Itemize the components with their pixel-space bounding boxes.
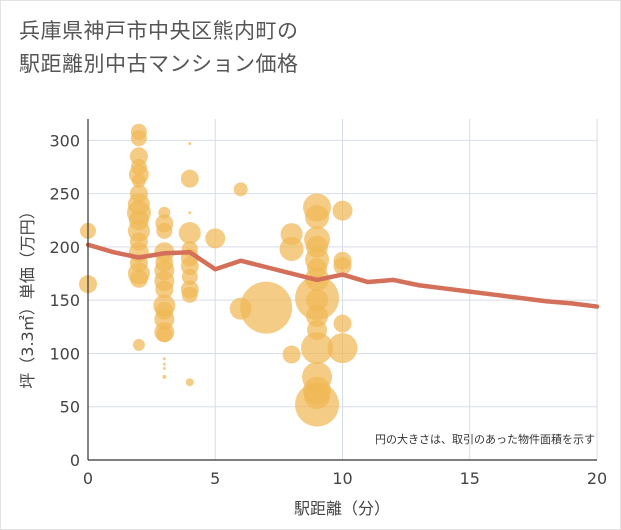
chart-title-line-2: 駅距離別中古マンション価格 (19, 52, 299, 76)
bubble-3 (130, 130, 147, 147)
x-tick-15: 15 (460, 469, 480, 488)
bubble-53 (282, 345, 301, 364)
bubble-48 (233, 182, 248, 197)
bubble-38 (188, 211, 192, 215)
bubble-73 (333, 314, 352, 333)
bubble-69 (295, 382, 340, 427)
y-tick-300: 300 (49, 131, 80, 150)
bubble-55 (305, 205, 330, 230)
bubble-50 (240, 281, 293, 334)
x-axis-label: 駅距離（分） (294, 499, 390, 518)
y-tick-100: 100 (49, 344, 80, 363)
bubble-21 (156, 222, 173, 239)
y-tick-200: 200 (49, 238, 80, 257)
bubble-series (79, 123, 358, 427)
bubble-74 (327, 333, 358, 364)
x-tick-10: 10 (332, 469, 352, 488)
bubble-47 (205, 228, 226, 249)
bubble-52 (279, 237, 304, 262)
bubble-26 (155, 280, 174, 299)
bubble-46 (185, 378, 194, 387)
bubble-45 (181, 286, 198, 303)
bubble-33 (162, 362, 166, 366)
x-tick-0: 0 (83, 469, 93, 488)
bubble-43 (181, 268, 198, 285)
bubble-31 (156, 326, 173, 343)
bubble-62 (306, 289, 329, 312)
axes (87, 119, 597, 461)
bubble-39 (178, 222, 201, 245)
y-tick-50: 50 (60, 398, 80, 417)
chart-title: 兵庫県神戸市中央区熊内町の 駅距離別中古マンション価格 (19, 15, 299, 81)
chart-title-line-1: 兵庫県神戸市中央区熊内町の (19, 19, 299, 43)
bubble-7 (131, 173, 146, 188)
bubble-36 (188, 142, 192, 146)
bubble-70 (332, 200, 353, 221)
bubble-32 (162, 357, 166, 361)
x-tick-5: 5 (210, 469, 220, 488)
y-tick-150: 150 (49, 291, 80, 310)
bubble-72 (333, 257, 352, 276)
y-tick-labels: 0 50 100 150 200 250 300 (49, 131, 80, 470)
bubble-65 (301, 332, 334, 365)
bubble-37 (180, 169, 199, 188)
x-tick-labels: 0 5 10 15 20 (83, 469, 607, 488)
y-tick-250: 250 (49, 185, 80, 204)
bubble-18 (132, 338, 145, 351)
average-price-line (85, 242, 600, 309)
bubble-17 (129, 269, 148, 288)
x-tick-20: 20 (587, 469, 607, 488)
bubble-size-note: 円の大きさは、取引のあった物件面積を示す (375, 432, 595, 446)
y-axis-label: 坪（3.3㎡）単価（万円） (18, 203, 37, 388)
bubble-63 (306, 305, 329, 328)
bubble-34 (162, 366, 166, 370)
bubble-35 (162, 374, 167, 379)
trend-line (85, 242, 600, 309)
y-tick-0: 0 (70, 451, 80, 470)
